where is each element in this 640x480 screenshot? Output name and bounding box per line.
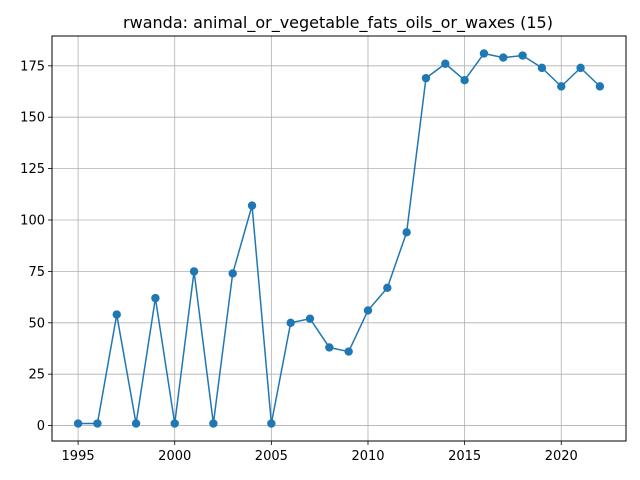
data-point — [460, 76, 469, 85]
data-point — [189, 267, 199, 276]
data-point — [151, 293, 160, 303]
x-axis: 1995 2000 2005 2010 2015 2020 — [62, 441, 578, 464]
x-tick-label: 1995 — [62, 449, 95, 464]
data-point — [131, 419, 141, 428]
y-tick-label: 150 — [20, 111, 45, 126]
data-point — [305, 314, 315, 323]
data-point — [93, 419, 102, 428]
y-tick-label: 175 — [20, 59, 45, 74]
data-point — [267, 419, 276, 428]
data-point — [537, 63, 547, 73]
y-tick-label: 0 — [37, 419, 45, 434]
data-point — [344, 347, 353, 356]
data-point — [209, 419, 218, 428]
grid-lines — [52, 36, 626, 441]
data-point — [383, 283, 392, 293]
data-point — [499, 53, 508, 62]
data-point — [228, 269, 237, 278]
data-point — [479, 49, 489, 58]
y-axis: 0 25 50 75 100 125 150 175 — [20, 59, 52, 434]
y-tick-label: 25 — [28, 368, 45, 383]
data-point — [286, 318, 295, 327]
x-tick-label: 2000 — [158, 449, 191, 464]
data-point — [325, 343, 334, 352]
data-point — [441, 59, 450, 68]
data-point — [73, 419, 83, 428]
chart-title: rwanda: animal_or_vegetable_fats_oils_or… — [123, 13, 553, 33]
data-point — [518, 51, 527, 60]
data-point — [576, 63, 585, 73]
y-tick-label: 125 — [20, 162, 45, 177]
plot-frame — [51, 35, 627, 442]
y-tick-label: 75 — [28, 265, 45, 280]
x-tick-label: 2010 — [351, 449, 384, 464]
series-line — [78, 52, 601, 425]
data-point — [557, 82, 566, 91]
data-point — [363, 306, 373, 315]
data-point — [402, 228, 411, 237]
x-tick-label: 2005 — [255, 449, 288, 464]
data-point — [595, 82, 605, 91]
x-tick-label: 2015 — [448, 449, 481, 464]
data-point — [247, 201, 257, 210]
y-tick-label: 100 — [20, 213, 45, 228]
y-tick-label: 50 — [28, 316, 45, 331]
data-point — [112, 310, 121, 319]
data-point — [170, 419, 179, 428]
data-series — [73, 49, 605, 428]
data-point — [421, 73, 431, 83]
x-tick-label: 2020 — [545, 449, 578, 464]
